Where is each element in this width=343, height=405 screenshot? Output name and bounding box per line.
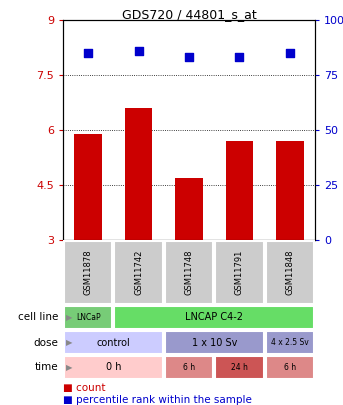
Bar: [64, 306, 113, 329]
Bar: [215, 241, 263, 304]
Text: GSM11791: GSM11791: [235, 250, 244, 295]
Text: 0 h: 0 h: [106, 362, 121, 373]
Bar: [265, 356, 314, 379]
Point: [136, 47, 141, 54]
Bar: [265, 241, 314, 304]
Text: GSM11742: GSM11742: [134, 250, 143, 295]
Bar: [226, 141, 253, 240]
Text: 1 x 10 Sv: 1 x 10 Sv: [191, 337, 237, 347]
Bar: [175, 178, 203, 240]
Text: ▶: ▶: [67, 313, 73, 322]
Bar: [276, 141, 304, 240]
Text: ■ percentile rank within the sample: ■ percentile rank within the sample: [63, 395, 252, 405]
Bar: [115, 306, 314, 329]
Text: time: time: [34, 362, 58, 373]
Text: 4 x 2.5 Sv: 4 x 2.5 Sv: [271, 338, 309, 347]
Bar: [165, 356, 213, 379]
Point: [186, 54, 192, 61]
Text: cell line: cell line: [17, 313, 58, 322]
Text: LNCAP C4-2: LNCAP C4-2: [185, 313, 243, 322]
Bar: [64, 331, 163, 354]
Bar: [115, 241, 163, 304]
Text: control: control: [96, 337, 130, 347]
Bar: [74, 134, 102, 240]
Text: ▶: ▶: [67, 363, 73, 372]
Text: 24 h: 24 h: [231, 363, 248, 372]
Text: ■ count: ■ count: [63, 383, 106, 393]
Text: GSM11748: GSM11748: [185, 250, 193, 295]
Point: [287, 50, 293, 56]
Text: GDS720 / 44801_s_at: GDS720 / 44801_s_at: [122, 8, 256, 21]
Bar: [125, 108, 152, 240]
Bar: [64, 356, 163, 379]
Bar: [64, 241, 113, 304]
Text: 6 h: 6 h: [284, 363, 296, 372]
Text: GSM11878: GSM11878: [84, 250, 93, 295]
Point: [85, 50, 91, 56]
Text: dose: dose: [33, 337, 58, 347]
Bar: [165, 241, 213, 304]
Text: GSM11848: GSM11848: [285, 250, 294, 295]
Bar: [265, 331, 314, 354]
Text: LNCaP: LNCaP: [76, 313, 100, 322]
Text: 6 h: 6 h: [183, 363, 195, 372]
Bar: [165, 331, 263, 354]
Point: [237, 54, 242, 61]
Bar: [215, 356, 263, 379]
Text: ▶: ▶: [67, 338, 73, 347]
